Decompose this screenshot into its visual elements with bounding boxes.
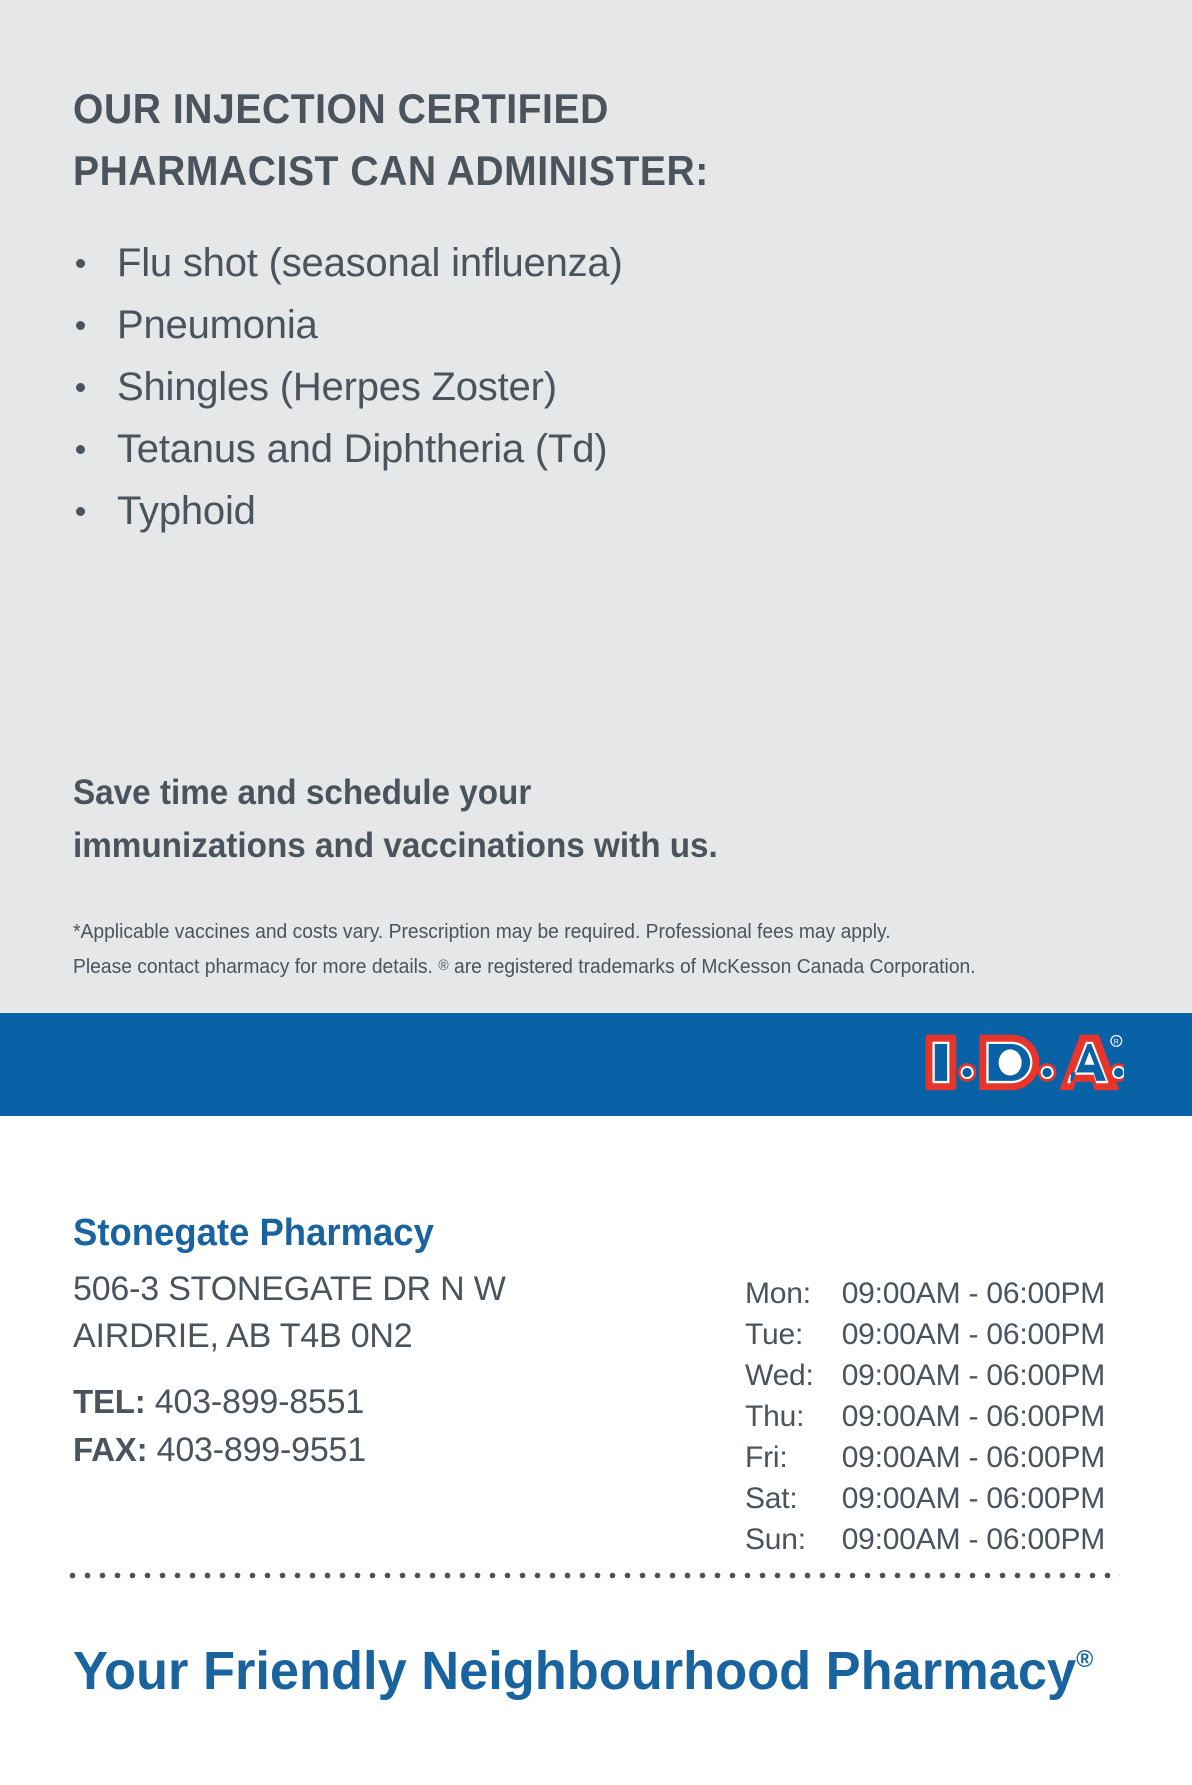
injection-services-panel: OUR INJECTION CERTIFIED PHARMACIST CAN A… <box>0 0 1192 1013</box>
vaccine-list: Flu shot (seasonal influenza) Pneumonia … <box>73 232 933 542</box>
list-item: Flu shot (seasonal influenza) <box>73 232 933 294</box>
fax-value: 403-899-9551 <box>156 1431 367 1469</box>
registered-trademark-icon: ® <box>438 957 449 974</box>
registered-trademark-icon: ® <box>1076 1646 1094 1673</box>
table-row: Fri: 09:00AM - 06:00PM <box>745 1437 1105 1478</box>
list-item: Tetanus and Diphtheria (Td) <box>73 418 933 480</box>
registered-trademark-icon: R <box>1110 1034 1123 1047</box>
hours-day: Fri: <box>745 1441 788 1474</box>
fax-row: FAX: 403-899-9551 <box>73 1426 366 1474</box>
hours-day: Sat: <box>745 1482 798 1515</box>
brand-band: R <box>0 1013 1192 1116</box>
fax-label: FAX: <box>73 1431 148 1468</box>
disclaimer-line-2-before: Please contact pharmacy for more details… <box>73 955 439 978</box>
telephone-row: TEL: 403-899-8551 <box>73 1378 366 1426</box>
store-address: 506-3 STONEGATE DR N W AIRDRIE, AB T4B 0… <box>73 1266 506 1360</box>
list-item-label: Shingles (Herpes Zoster) <box>117 365 557 409</box>
table-row: Sun: 09:00AM - 06:00PM <box>745 1519 1105 1560</box>
address-line-2: AIRDRIE, AB T4B 0N2 <box>73 1317 413 1355</box>
hours-time: 09:00AM - 06:00PM <box>841 1482 1106 1515</box>
list-item: Pneumonia <box>73 294 933 356</box>
hours-time: 09:00AM - 06:00PM <box>841 1359 1106 1392</box>
table-row: Tue: 09:00AM - 06:00PM <box>745 1314 1105 1355</box>
telephone-value[interactable]: 403-899-8551 <box>154 1383 365 1421</box>
page-title: OUR INJECTION CERTIFIED PHARMACIST CAN A… <box>73 78 910 202</box>
disclaimer-line-2: Please contact pharmacy for more details… <box>73 949 1069 984</box>
table-row: Sat: 09:00AM - 06:00PM <box>745 1478 1105 1519</box>
hours-time: 09:00AM - 06:00PM <box>841 1318 1106 1351</box>
store-contact: TEL: 403-899-8551 FAX: 403-899-9551 <box>73 1378 366 1474</box>
hours-time: 09:00AM - 06:00PM <box>841 1400 1106 1433</box>
hours-day: Sun: <box>745 1523 806 1556</box>
list-item: Typhoid <box>73 480 933 542</box>
cta-line-2: immunizations and vaccinations with us. <box>73 826 718 865</box>
telephone-label: TEL: <box>73 1383 146 1420</box>
ida-logo: R <box>924 1030 1124 1098</box>
hours-day: Wed: <box>745 1359 814 1392</box>
address-line-1: 506-3 STONEGATE DR N W <box>73 1270 506 1308</box>
call-to-action-heading: Save time and schedule your immunization… <box>73 766 909 872</box>
bullet-icon <box>76 507 85 516</box>
disclaimer-line-2-after: are registered trademarks of McKesson Ca… <box>448 955 976 978</box>
hours-day: Tue: <box>745 1318 804 1351</box>
svg-text:R: R <box>1114 1039 1119 1046</box>
table-row: Thu: 09:00AM - 06:00PM <box>745 1396 1105 1437</box>
hours-day: Mon: <box>745 1277 811 1310</box>
bullet-icon <box>76 259 85 268</box>
store-hours-table: Mon: 09:00AM - 06:00PM Tue: 09:00AM - 06… <box>745 1273 1105 1560</box>
list-item-label: Flu shot (seasonal influenza) <box>117 241 623 285</box>
divider <box>65 1572 1120 1579</box>
hours-time: 09:00AM - 06:00PM <box>841 1441 1106 1474</box>
tagline-text: Your Friendly Neighbourhood Pharmacy <box>73 1641 1077 1701</box>
store-info-panel: Stonegate Pharmacy 506-3 STONEGATE DR N … <box>0 1116 1192 1785</box>
table-row: Mon: 09:00AM - 06:00PM <box>745 1273 1105 1314</box>
list-item-label: Pneumonia <box>117 303 318 347</box>
disclaimer-line-1: *Applicable vaccines and costs vary. Pre… <box>73 920 891 943</box>
hours-day: Thu: <box>745 1400 805 1433</box>
hours-time: 09:00AM - 06:00PM <box>841 1277 1106 1310</box>
store-name: Stonegate Pharmacy <box>73 1212 434 1254</box>
bullet-icon <box>76 321 85 330</box>
page-title-line-1: OUR INJECTION CERTIFIED <box>73 85 609 132</box>
bullet-icon <box>76 383 85 392</box>
hours-time: 09:00AM - 06:00PM <box>841 1523 1106 1556</box>
bullet-icon <box>76 445 85 454</box>
tagline: Your Friendly Neighbourhood Pharmacy® <box>73 1628 1093 1703</box>
table-row: Wed: 09:00AM - 06:00PM <box>745 1355 1105 1396</box>
list-item-label: Tetanus and Diphtheria (Td) <box>117 427 608 471</box>
cta-line-1: Save time and schedule your <box>73 773 532 812</box>
list-item-label: Typhoid <box>117 489 256 533</box>
list-item: Shingles (Herpes Zoster) <box>73 356 933 418</box>
page-title-line-2: PHARMACIST CAN ADMINISTER: <box>73 147 709 194</box>
disclaimer-text: *Applicable vaccines and costs vary. Pre… <box>73 915 1069 984</box>
